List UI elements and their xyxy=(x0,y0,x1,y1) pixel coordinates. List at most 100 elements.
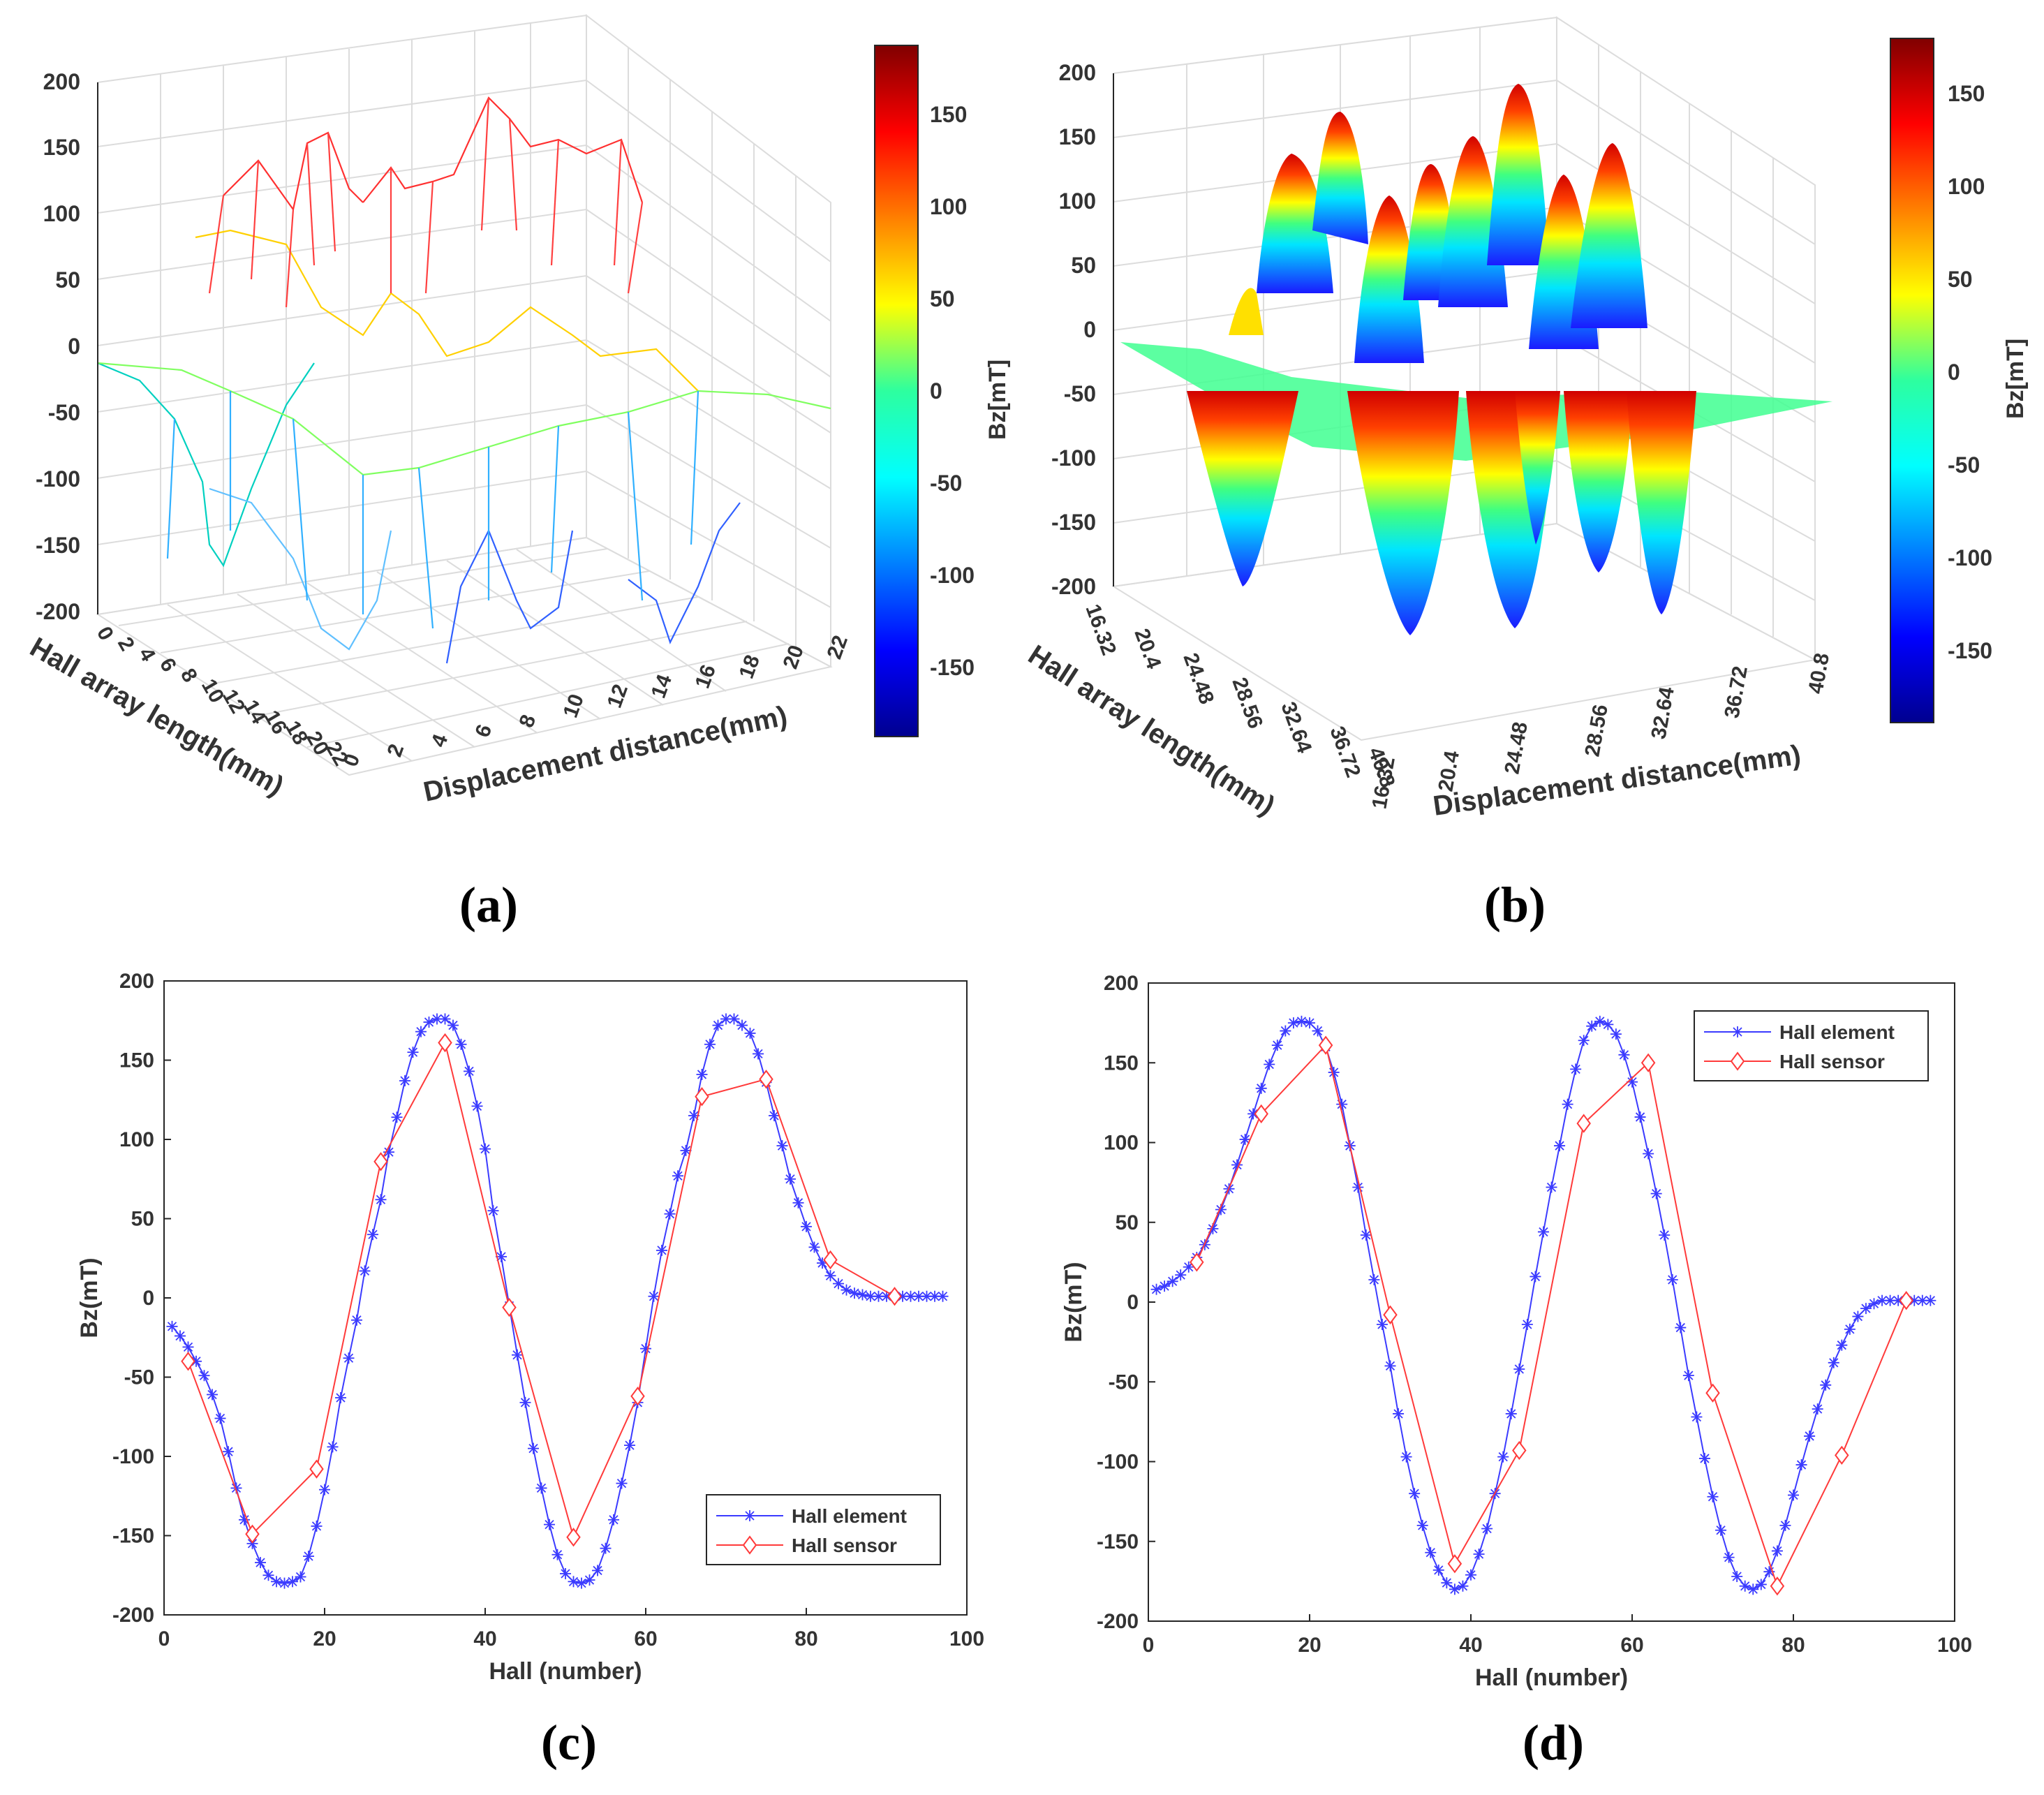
hall-sensor-point xyxy=(1254,1104,1268,1124)
hall-element-point xyxy=(1481,1523,1493,1535)
hall-element-point xyxy=(383,1146,394,1158)
panel-b-x-axis-label: Displacement distance(mm) xyxy=(1431,739,1802,822)
hall-element-point xyxy=(568,1576,579,1588)
hall-element-point xyxy=(1562,1098,1573,1110)
hall-sensor-point xyxy=(245,1524,260,1544)
x-tick-label: 18 xyxy=(735,652,764,682)
hall-element-point xyxy=(335,1392,346,1404)
hall-element-point xyxy=(191,1355,202,1367)
colorbar-tick-label: 50 xyxy=(930,286,955,311)
hall-element-point xyxy=(1682,1370,1694,1382)
z-tick-label: 100 xyxy=(1059,189,1096,214)
colorbar-tick-label: -150 xyxy=(930,655,975,680)
hall-element-point xyxy=(792,1197,804,1209)
y-tick-label: 100 xyxy=(1104,1132,1139,1155)
hall-element-point xyxy=(1425,1546,1437,1558)
z-tick-label: -100 xyxy=(1051,445,1096,471)
panel-b-surface-plot: 200 150 100 50 0 -50 -100 -150 -200 16.3… xyxy=(1023,16,2029,822)
y-tick-label: 50 xyxy=(1116,1211,1139,1234)
hall-element-point xyxy=(1804,1430,1816,1442)
colorbar-tick-label: 0 xyxy=(930,378,942,404)
hall-element-point xyxy=(327,1441,339,1453)
hall-element-point xyxy=(287,1576,298,1588)
hall-element-point xyxy=(833,1278,844,1290)
hall-element-point xyxy=(480,1143,491,1155)
hall-sensor-point xyxy=(823,1250,838,1270)
hall-element-point xyxy=(1916,1294,1928,1306)
hall-element-point xyxy=(415,1026,427,1037)
x-tick-label: 2 xyxy=(383,741,409,760)
hall-element-point xyxy=(1868,1298,1880,1310)
hall-element-point xyxy=(439,1013,451,1025)
y-tick-label: -200 xyxy=(1097,1610,1139,1633)
colorbar-tick-label: 50 xyxy=(1948,267,1973,292)
colorbar-tick-label: 150 xyxy=(930,102,967,127)
y-tick-label: -50 xyxy=(124,1366,154,1389)
x-tick-label: 0 xyxy=(158,1627,170,1650)
hall-element-point xyxy=(223,1446,234,1458)
panel-c-line-chart: 0 20 40 60 80 100 -200 -150 -100 -50 0 50 100 150 200 H… xyxy=(76,970,984,1685)
y-tick-label: -100 xyxy=(112,1445,154,1468)
z-tick-label: 0 xyxy=(68,334,80,359)
hall-element-point xyxy=(1795,1459,1807,1471)
legend-asterisk-marker xyxy=(1732,1026,1743,1037)
hall-element-point xyxy=(785,1173,796,1185)
y-tick-label: 8 xyxy=(176,665,202,686)
z-tick-label: -50 xyxy=(1064,381,1096,406)
z-tick-label: -100 xyxy=(36,466,80,492)
hall-element-point xyxy=(303,1551,314,1563)
hall-sensor-point xyxy=(373,1152,388,1172)
hall-element-point xyxy=(1247,1108,1259,1120)
hall-element-point xyxy=(1384,1360,1396,1372)
y-tick-label: -100 xyxy=(1097,1451,1139,1474)
hall-element-point xyxy=(464,1065,475,1077)
legend-label: Hall element xyxy=(792,1505,907,1527)
colorbar-label: Bz[mT] xyxy=(2002,339,2029,419)
hall-element-point xyxy=(857,1289,868,1301)
panel-label-a: (a) xyxy=(459,877,518,933)
hall-element-point xyxy=(1312,1025,1324,1037)
hall-element-point xyxy=(1876,1294,1888,1306)
hall-element-point xyxy=(375,1194,387,1206)
x-tick-label: 20 xyxy=(1298,1634,1321,1657)
y-axis-label: Bz(mT) xyxy=(76,1257,103,1338)
hall-element-point xyxy=(182,1341,194,1353)
hall-sensor-point xyxy=(630,1387,645,1406)
legend-box xyxy=(1694,1010,1929,1081)
hall-element-point xyxy=(1287,1017,1299,1029)
hall-element-point xyxy=(447,1019,459,1031)
hall-element-point xyxy=(1280,1025,1291,1037)
panel-b-y-ticks: 16.32 20.4 24.48 28.56 32.64 36.72 40.8 xyxy=(1081,601,1399,790)
hall-element-point xyxy=(1352,1181,1364,1193)
hall-sensor-point xyxy=(1512,1440,1527,1461)
hall-element-point xyxy=(1497,1451,1509,1463)
hall-element-point xyxy=(648,1290,660,1302)
hall-element-point xyxy=(535,1482,547,1494)
x-tick-label: 36.72 xyxy=(1720,665,1752,721)
legend: Hall element Hall sensor xyxy=(1694,1010,1929,1081)
legend-diamond-marker xyxy=(1730,1051,1745,1071)
hall-element-point xyxy=(1707,1491,1719,1502)
x-tick-label: 0 xyxy=(1143,1634,1155,1657)
hall-element-point xyxy=(1304,1017,1315,1029)
hall-element-point xyxy=(175,1330,186,1342)
x-tick-label: 8 xyxy=(515,711,541,730)
hall-element-point xyxy=(1207,1222,1219,1234)
hall-element-point xyxy=(311,1520,323,1532)
hall-sensor-point xyxy=(759,1070,773,1089)
hall-element-point xyxy=(423,1017,435,1028)
hall-element-point xyxy=(455,1038,467,1050)
z-tick-label: -200 xyxy=(1051,574,1096,599)
hall-element-point xyxy=(712,1019,724,1031)
y-tick-label: 0 xyxy=(1127,1291,1139,1314)
hall-element-point xyxy=(744,1027,756,1039)
hall-element-point xyxy=(1650,1188,1662,1199)
hall-sensor-point xyxy=(1705,1383,1720,1403)
y-tick-label: 150 xyxy=(119,1049,154,1072)
hall-element-point xyxy=(1594,1015,1606,1027)
hall-element-point xyxy=(1150,1283,1162,1295)
x-tick-label: 60 xyxy=(634,1627,657,1650)
hall-element-point xyxy=(1513,1363,1525,1375)
hall-element-point xyxy=(753,1048,764,1060)
legend-label: Hall sensor xyxy=(1779,1051,1885,1072)
